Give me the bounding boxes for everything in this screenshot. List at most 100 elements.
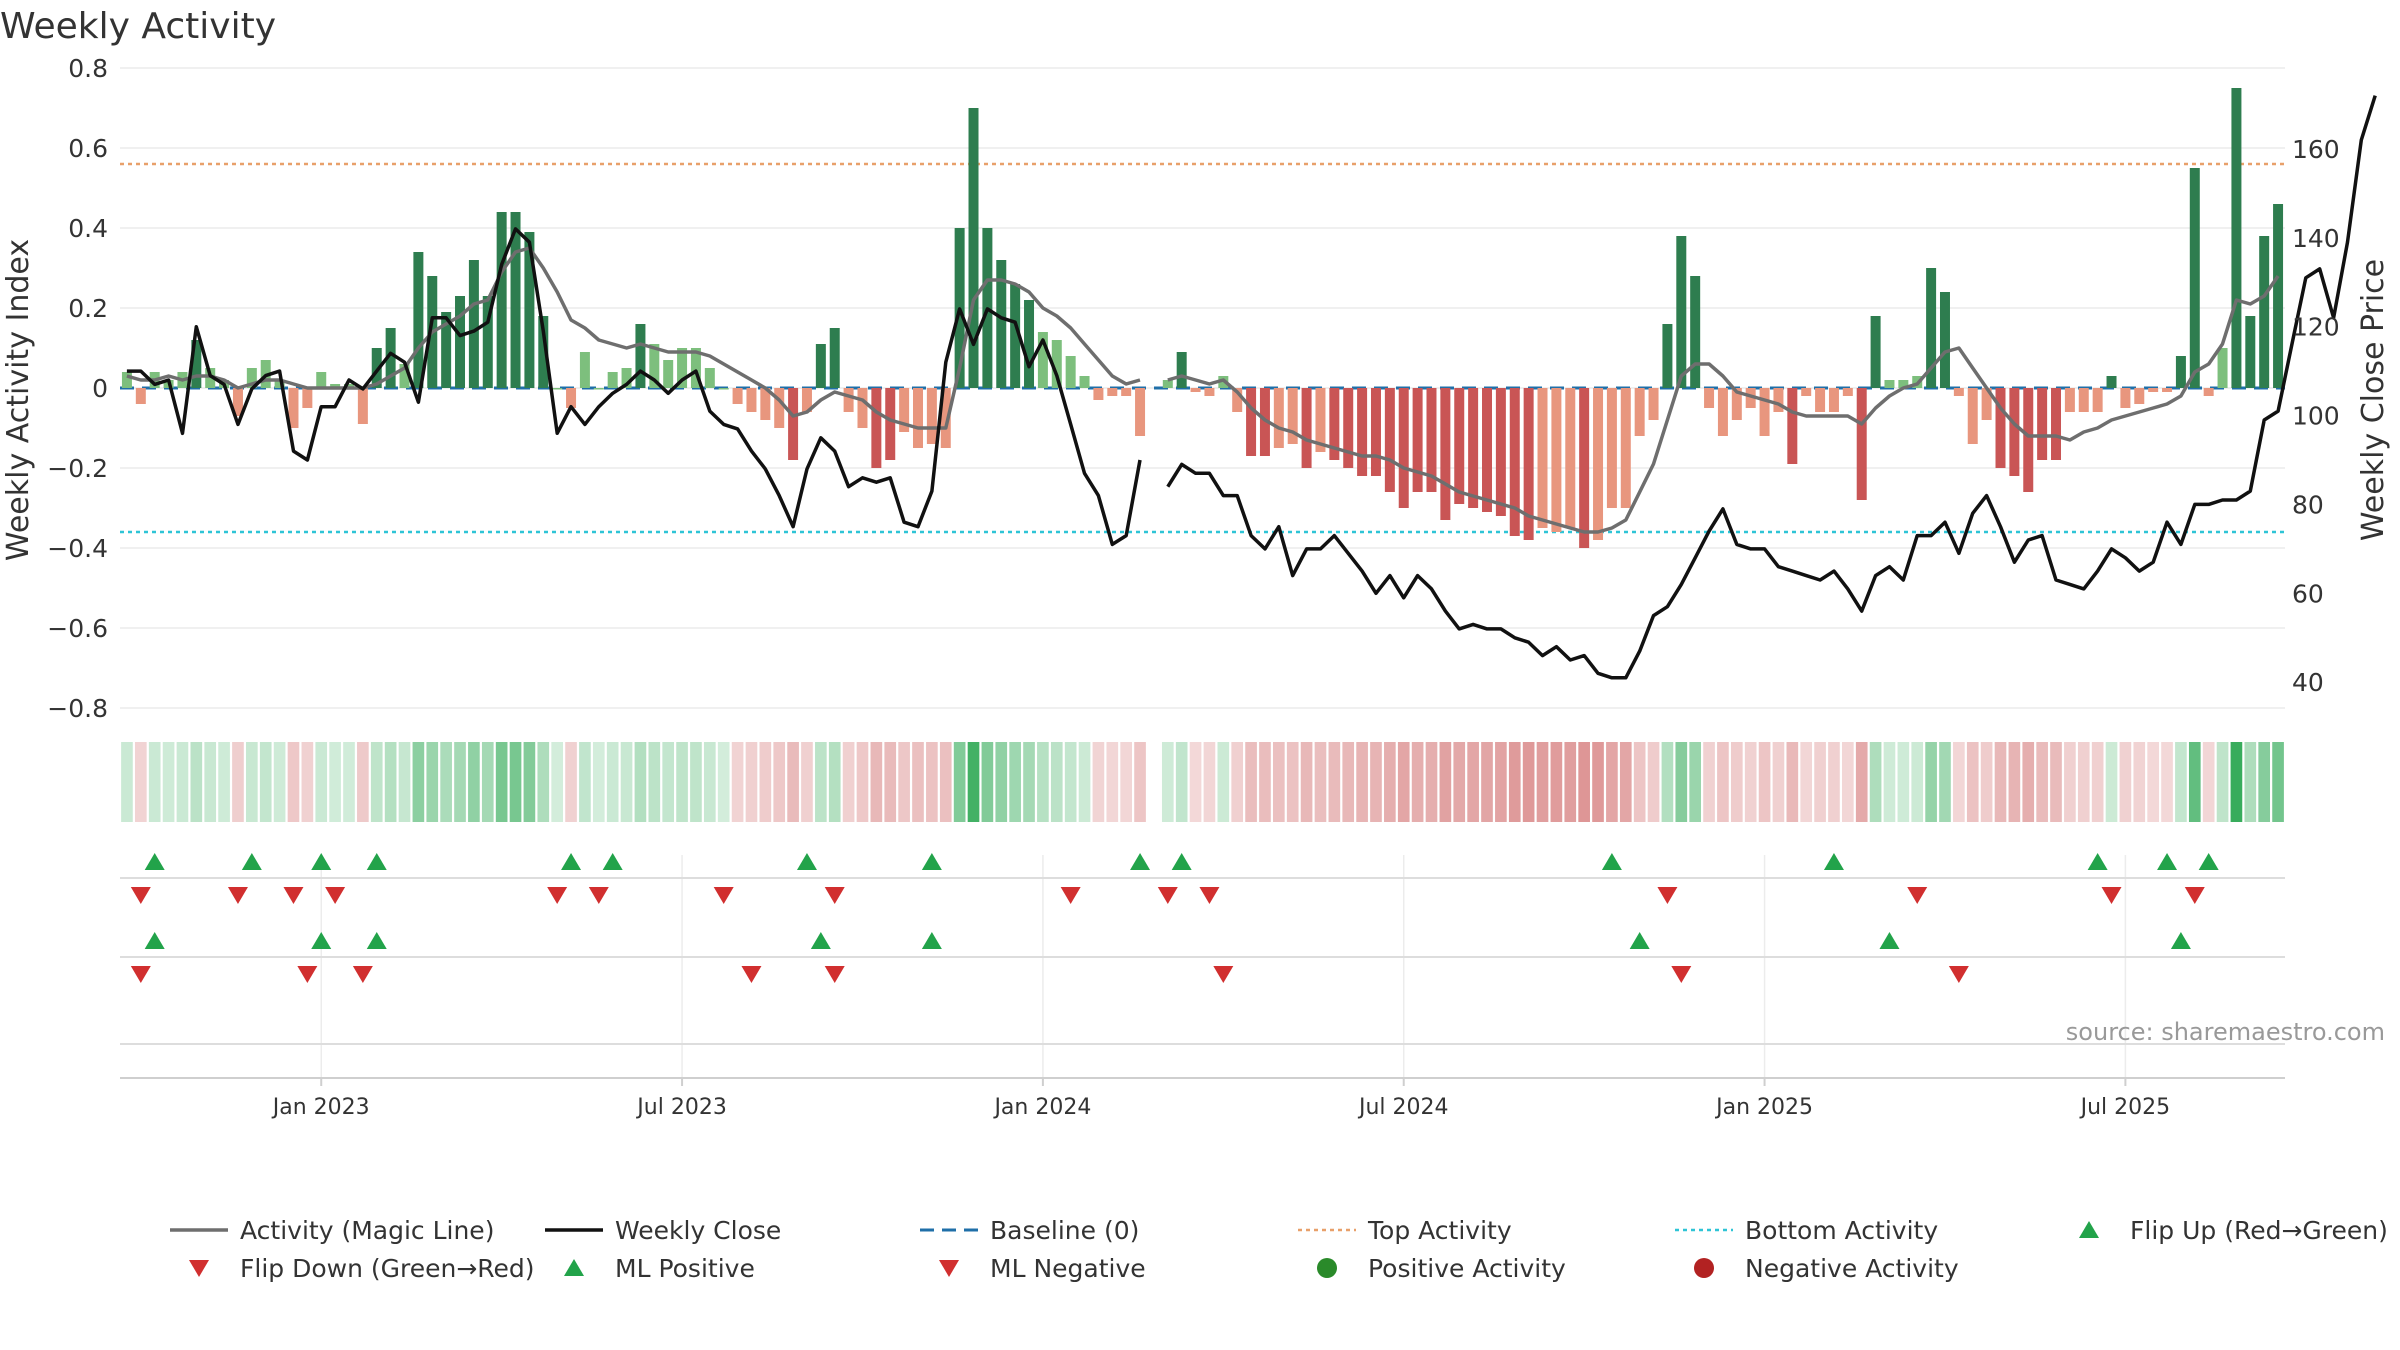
heat-strip-cell	[176, 742, 189, 822]
activity-bar	[1301, 388, 1312, 468]
activity-bar	[2009, 388, 2020, 476]
activity-bar	[1731, 388, 1742, 420]
activity-bar	[1579, 388, 1590, 548]
ml-negative-marker	[1671, 966, 1692, 983]
activity-bar	[1315, 388, 1326, 452]
legend-swatch	[1317, 1258, 1337, 1278]
activity-bar	[1759, 388, 1770, 436]
heat-strip-cell	[2175, 742, 2187, 822]
legend: Activity (Magic Line) Weekly Close Baselin…	[170, 1216, 2388, 1283]
activity-bar	[2217, 348, 2228, 388]
activity-bar	[913, 388, 923, 448]
y-tick-label-left: 0.6	[68, 134, 108, 163]
ml-positive-marker	[810, 932, 831, 949]
y-tick-label-left: 0.8	[68, 54, 108, 83]
flip-down-marker	[1199, 887, 1220, 904]
activity-bar	[538, 316, 549, 388]
heat-strip-cell	[1536, 742, 1549, 822]
activity-bar	[926, 388, 937, 444]
y-tick-label-right: 120	[2292, 313, 2340, 342]
heat-strip-cell	[1245, 742, 1257, 822]
activity-bar	[316, 372, 327, 388]
flip-down-marker	[824, 887, 845, 904]
heat-strip-cell	[606, 742, 619, 822]
activity-bar	[288, 388, 299, 428]
activity-bar	[496, 212, 507, 388]
heat-strip-cell	[1037, 742, 1049, 822]
legend-label: Positive Activity	[1368, 1254, 1566, 1283]
heat-strip-cell	[1758, 742, 1771, 822]
activity-bar	[774, 388, 785, 428]
activity-bar	[843, 388, 854, 412]
activity-bar	[635, 324, 646, 388]
y-tick-label-right: 100	[2292, 402, 2340, 431]
heat-strip-cell	[509, 742, 522, 822]
activity-bar	[1815, 388, 1826, 412]
activity-bar	[357, 388, 368, 424]
flip-down-marker	[547, 887, 568, 904]
heat-strip-cell	[1606, 742, 1618, 822]
activity-bar	[607, 372, 618, 388]
heat-strip-cell	[1481, 742, 1493, 822]
heat-strip-cell	[481, 742, 494, 822]
activity-bar	[2092, 388, 2103, 412]
activity-bar	[690, 348, 701, 388]
activity-bar	[871, 388, 882, 468]
legend-item: Negative Activity	[1694, 1254, 1959, 1283]
activity-bar	[2245, 316, 2256, 388]
activity-bar	[2231, 88, 2242, 388]
activity-bar	[413, 252, 424, 388]
activity-bar	[2037, 388, 2048, 460]
activity-bar	[1828, 388, 1839, 412]
heat-strip-cell	[246, 742, 258, 822]
legend-label: Flip Down (Green→Red)	[240, 1254, 535, 1283]
flip-down-marker	[588, 887, 609, 904]
activity-bar	[1190, 388, 1201, 392]
heat-strip-cell	[1814, 742, 1826, 822]
activity-bar	[1537, 388, 1548, 528]
activity-bar	[677, 348, 688, 388]
activity-bar	[1787, 388, 1798, 464]
activity-bar	[2064, 388, 2075, 412]
heat-strip-cell	[1370, 742, 1382, 822]
heat-strip-cell	[2133, 742, 2146, 822]
heat-strip-cell	[690, 742, 702, 822]
weekly-close-line	[126, 227, 1142, 547]
activity-bar	[2203, 388, 2214, 396]
legend-item: Bottom Activity	[1675, 1216, 1938, 1245]
activity-bar	[1509, 388, 1520, 536]
x-axis: Jan 2023 Jul 2023 Jan 2024 Jul 2024 Jan 2025…	[120, 1077, 2285, 1120]
activity-bar	[1135, 388, 1146, 436]
heat-strip-cell	[1744, 742, 1757, 822]
legend-label: Weekly Close	[615, 1216, 781, 1245]
activity-bar	[1121, 388, 1132, 396]
heat-strip-cell	[1078, 742, 1091, 822]
activity-bar	[815, 344, 826, 388]
y-tick-label-left: 0.4	[68, 214, 108, 243]
heat-strip-cell	[1855, 742, 1868, 822]
heat-strip-cell	[329, 742, 341, 822]
activity-bar	[1620, 388, 1631, 508]
heat-strip-cell	[2077, 742, 2090, 822]
heat-strip-cell	[773, 742, 786, 822]
activity-bar	[857, 388, 868, 428]
legend-swatch	[1694, 1258, 1714, 1278]
heat-strip-cell	[1231, 742, 1244, 822]
activity-bar	[1898, 380, 1909, 388]
flip-up-marker	[2198, 853, 2219, 870]
activity-bar	[2023, 388, 2034, 492]
heat-strip-cell	[1869, 742, 1882, 822]
activity-bar	[1176, 352, 1187, 388]
heat-strip-cell	[1495, 742, 1507, 822]
activity-bar	[385, 328, 396, 388]
heat-strip-cell	[1009, 742, 1021, 822]
heat-strip-cell	[648, 742, 661, 822]
y-tick-label-left: 0	[92, 374, 108, 403]
activity-bar	[1634, 388, 1645, 436]
activity-bar	[2273, 204, 2284, 388]
flip-down-marker	[130, 887, 151, 904]
heat-strip-cell	[357, 742, 369, 822]
heat-strip-cell	[1342, 742, 1355, 822]
flip-up-marker	[1601, 853, 1622, 870]
ml-negative-marker	[1948, 966, 1969, 983]
